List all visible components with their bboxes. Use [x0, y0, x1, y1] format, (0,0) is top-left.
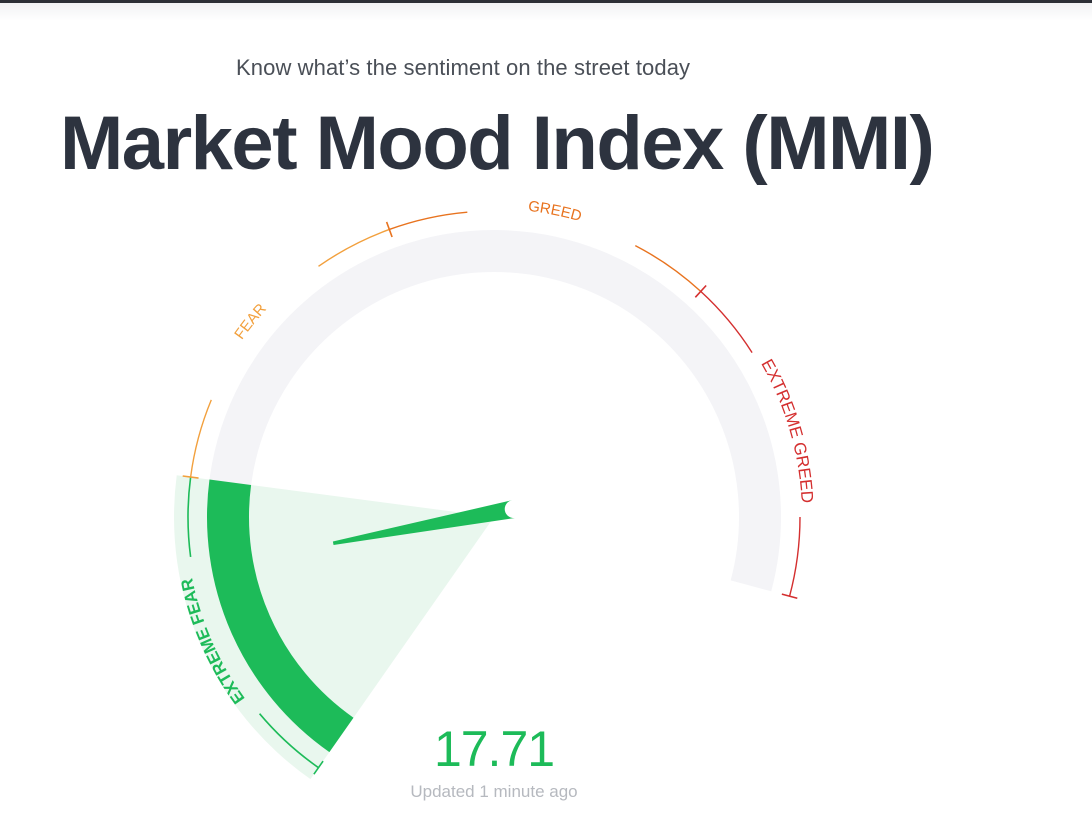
last-updated: Updated 1 minute ago — [410, 782, 578, 801]
zone-arc-extreme-fear-2 — [187, 476, 192, 558]
top-shadow — [0, 3, 1092, 21]
zone-arc-greed-1 — [389, 211, 468, 231]
zone-arc-extreme-greed-2 — [788, 516, 801, 597]
zone-arc-greed-2 — [634, 244, 702, 292]
zone-tick — [313, 760, 324, 775]
page-subtitle: Know what’s the sentiment on the street … — [236, 55, 691, 80]
page-title: Market Mood Index (MMI) — [60, 101, 935, 186]
zone-arc-fear-1 — [189, 399, 212, 478]
gauge-needle — [332, 500, 516, 546]
zone-tick — [182, 475, 199, 479]
pointer-sector — [249, 485, 494, 718]
zone-arc-extreme-fear-1 — [258, 713, 319, 769]
zone-tick — [781, 593, 798, 600]
top-border — [0, 0, 1092, 3]
mmi-value: 17.71 — [433, 721, 555, 777]
gauge-value-fill — [207, 479, 354, 753]
zone-tick — [694, 284, 707, 298]
zone-arc-fear-2 — [318, 228, 390, 267]
zone-arc-extreme-greed-1 — [700, 290, 753, 353]
zone-tick — [385, 221, 393, 238]
zone-label-fear: FEAR — [231, 300, 270, 342]
zone-arcs — [182, 211, 801, 775]
zone-label-greed: GREED — [527, 198, 583, 225]
